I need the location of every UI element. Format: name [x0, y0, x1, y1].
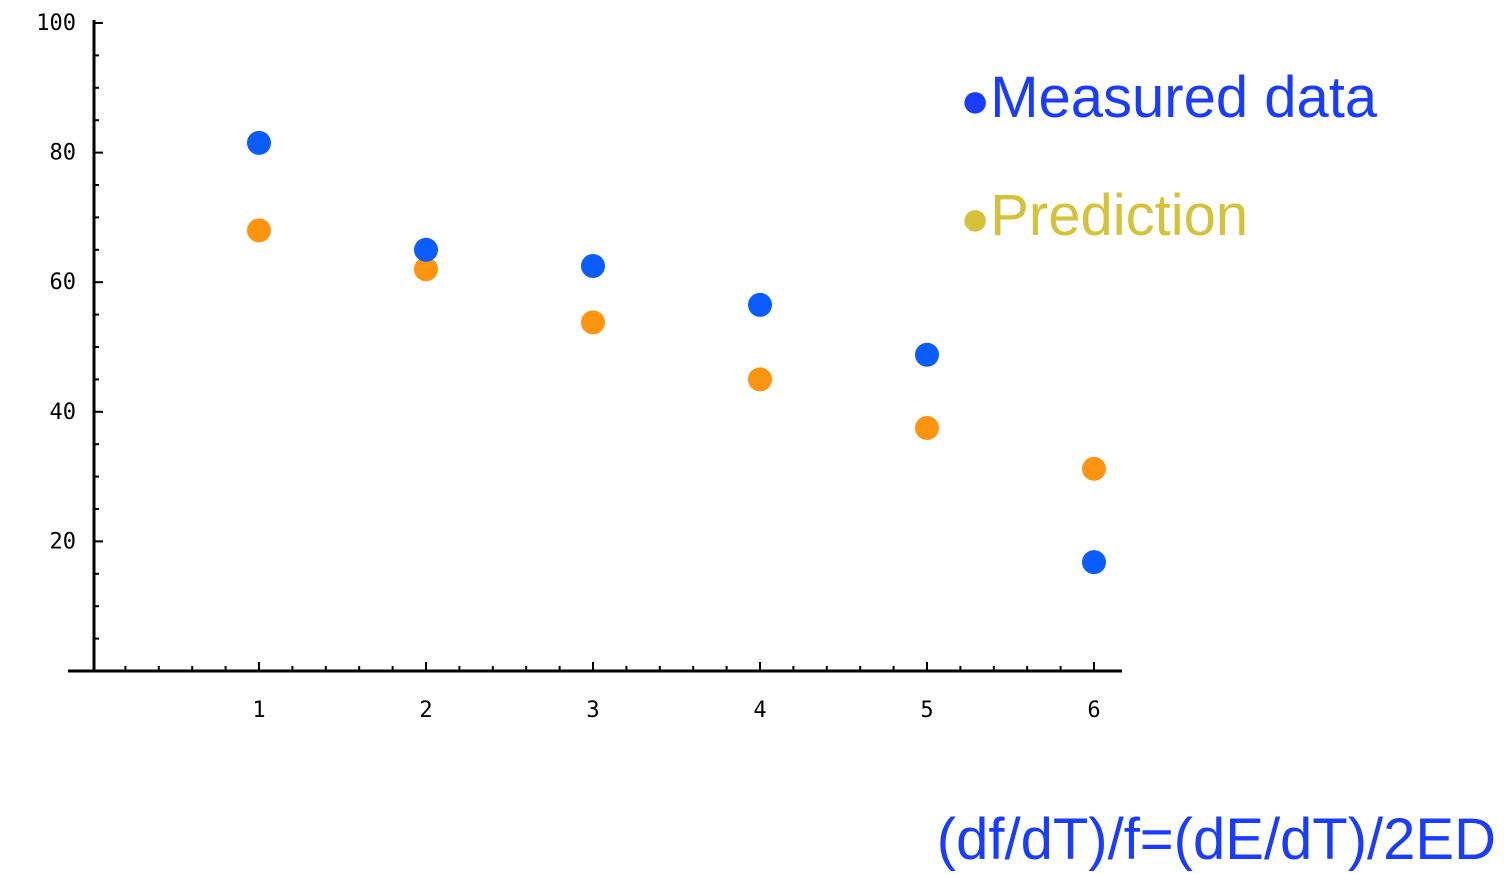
chart-points: [247, 130, 1106, 575]
y-tick-label: 60: [50, 270, 77, 295]
legend-label-measured: Measured data: [990, 65, 1378, 130]
x-tick-label: 2: [419, 698, 432, 723]
x-tick-label: 1: [252, 698, 265, 723]
y-tick-label: 80: [50, 141, 77, 166]
measured-point: [414, 237, 438, 262]
legend-bullet-icon: ●: [960, 72, 991, 128]
prediction-point: [1082, 456, 1106, 481]
prediction-point: [915, 416, 939, 440]
y-tick-label: 40: [50, 400, 77, 425]
prediction-point: [247, 218, 271, 243]
measured-point: [247, 130, 271, 155]
chart-tick-labels: 1 2 3 4 5 6 20 40 60 80 100: [36, 11, 1100, 723]
legend-item-prediction: ●Prediction: [960, 158, 1377, 276]
legend-label-prediction: Prediction: [990, 183, 1249, 248]
x-tick-label: 3: [586, 698, 599, 723]
x-tick-label: 6: [1087, 698, 1100, 723]
measured-point: [581, 254, 605, 278]
prediction-point: [748, 367, 772, 392]
formula-annotation: (df/dT)/f=(dE/dT)/2ED: [936, 807, 1496, 872]
measured-point: [748, 292, 772, 317]
y-tick-label: 20: [50, 529, 77, 554]
y-tick-label: 100: [36, 11, 76, 36]
chart-legend: ●Measured data ●Prediction: [960, 40, 1377, 276]
x-tick-label: 5: [920, 698, 933, 723]
prediction-point: [581, 310, 605, 335]
measured-point: [1082, 550, 1106, 575]
legend-item-measured: ●Measured data: [960, 40, 1377, 158]
chart-ticks: [94, 22, 1095, 671]
x-tick-label: 4: [753, 698, 766, 723]
legend-bullet-icon: ●: [960, 190, 991, 246]
measured-point: [915, 342, 939, 367]
prediction-point: [414, 257, 438, 282]
